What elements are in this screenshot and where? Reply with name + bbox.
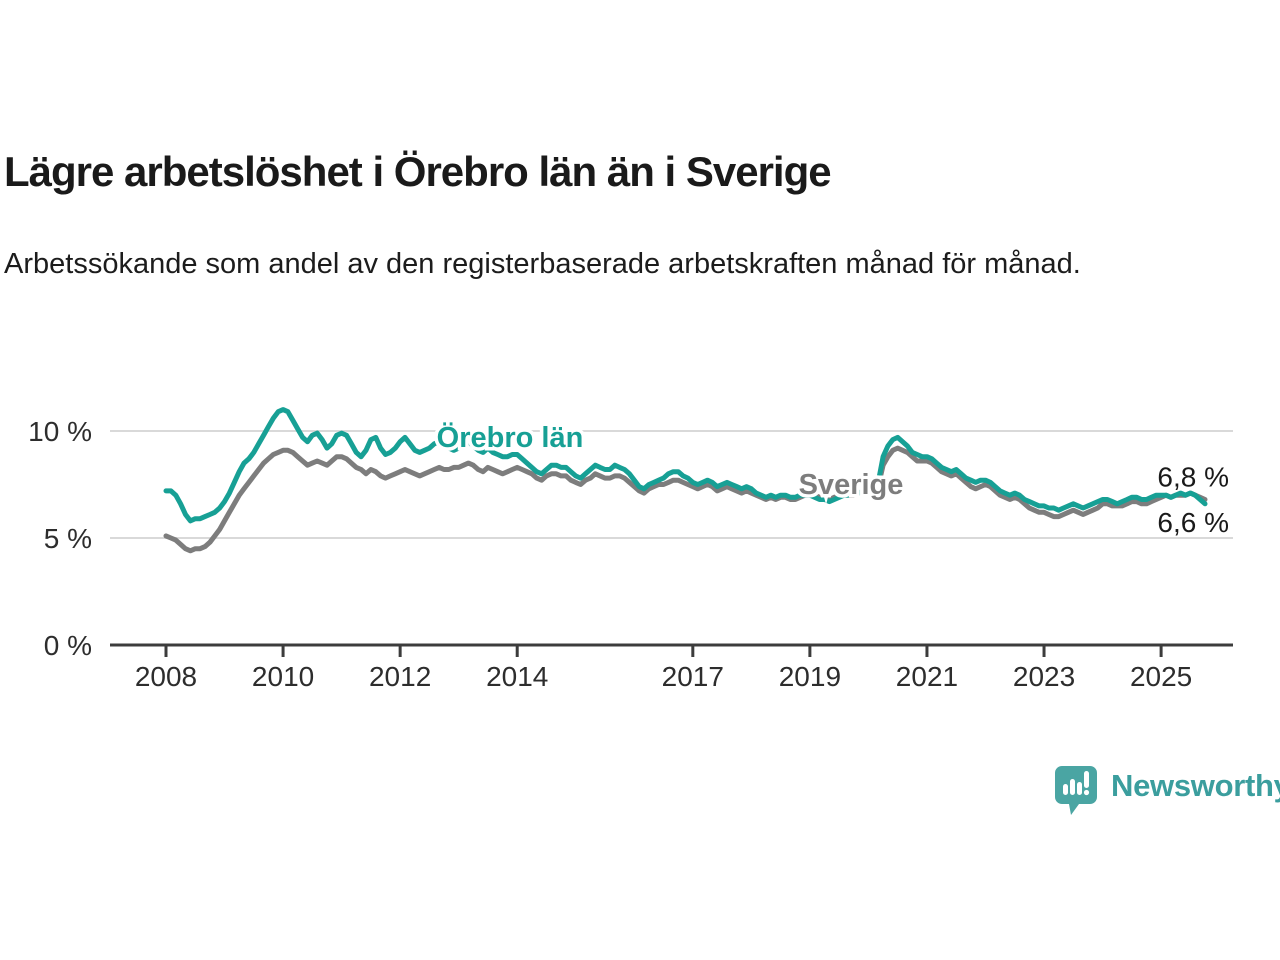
chart-title: Lägre arbetslöshet i Örebro län än i Sve… bbox=[4, 148, 832, 195]
newsworthy-logo-text: Newsworthy bbox=[1111, 768, 1280, 803]
x-tick-label-2010: 2010 bbox=[252, 661, 314, 692]
x-tick-label-2021: 2021 bbox=[896, 661, 958, 692]
newsworthy-logo-icon bbox=[1055, 766, 1097, 815]
chart-subtitle: Arbetssökande som andel av den registerb… bbox=[4, 248, 1081, 280]
series-label-rebro-l-n: Örebro län bbox=[437, 421, 584, 454]
logo-exclamation-bar bbox=[1084, 771, 1089, 788]
y-tick-label-0: 0 % bbox=[44, 630, 92, 661]
y-tick-label-10: 10 % bbox=[28, 416, 92, 447]
logo-bar-3 bbox=[1077, 782, 1082, 795]
x-tick-label-2014: 2014 bbox=[486, 661, 548, 692]
x-tick-label-2017: 2017 bbox=[662, 661, 724, 692]
end-label-rebro-l-n: 6,6 % bbox=[1157, 507, 1229, 538]
logo-bar-2 bbox=[1070, 779, 1075, 795]
x-tick-label-2019: 2019 bbox=[779, 661, 841, 692]
x-tick-label-2008: 2008 bbox=[135, 661, 197, 692]
logo-speech-bubble bbox=[1055, 766, 1097, 815]
y-tick-label-5: 5 % bbox=[44, 523, 92, 554]
series-line-sverige bbox=[163, 445, 1208, 554]
end-label-sverige: 6,8 % bbox=[1157, 461, 1229, 492]
newsworthy-logo: Newsworthy bbox=[1054, 764, 1280, 816]
series-label-sverige: Sverige bbox=[799, 469, 904, 501]
logo-exclamation-dot bbox=[1083, 789, 1090, 796]
logo-bar-1 bbox=[1063, 784, 1068, 795]
x-tick-label-2025: 2025 bbox=[1130, 661, 1192, 692]
x-tick-label-2012: 2012 bbox=[369, 661, 431, 692]
series-line-rebro-l-n bbox=[163, 407, 1208, 524]
x-tick-label-2023: 2023 bbox=[1013, 661, 1075, 692]
